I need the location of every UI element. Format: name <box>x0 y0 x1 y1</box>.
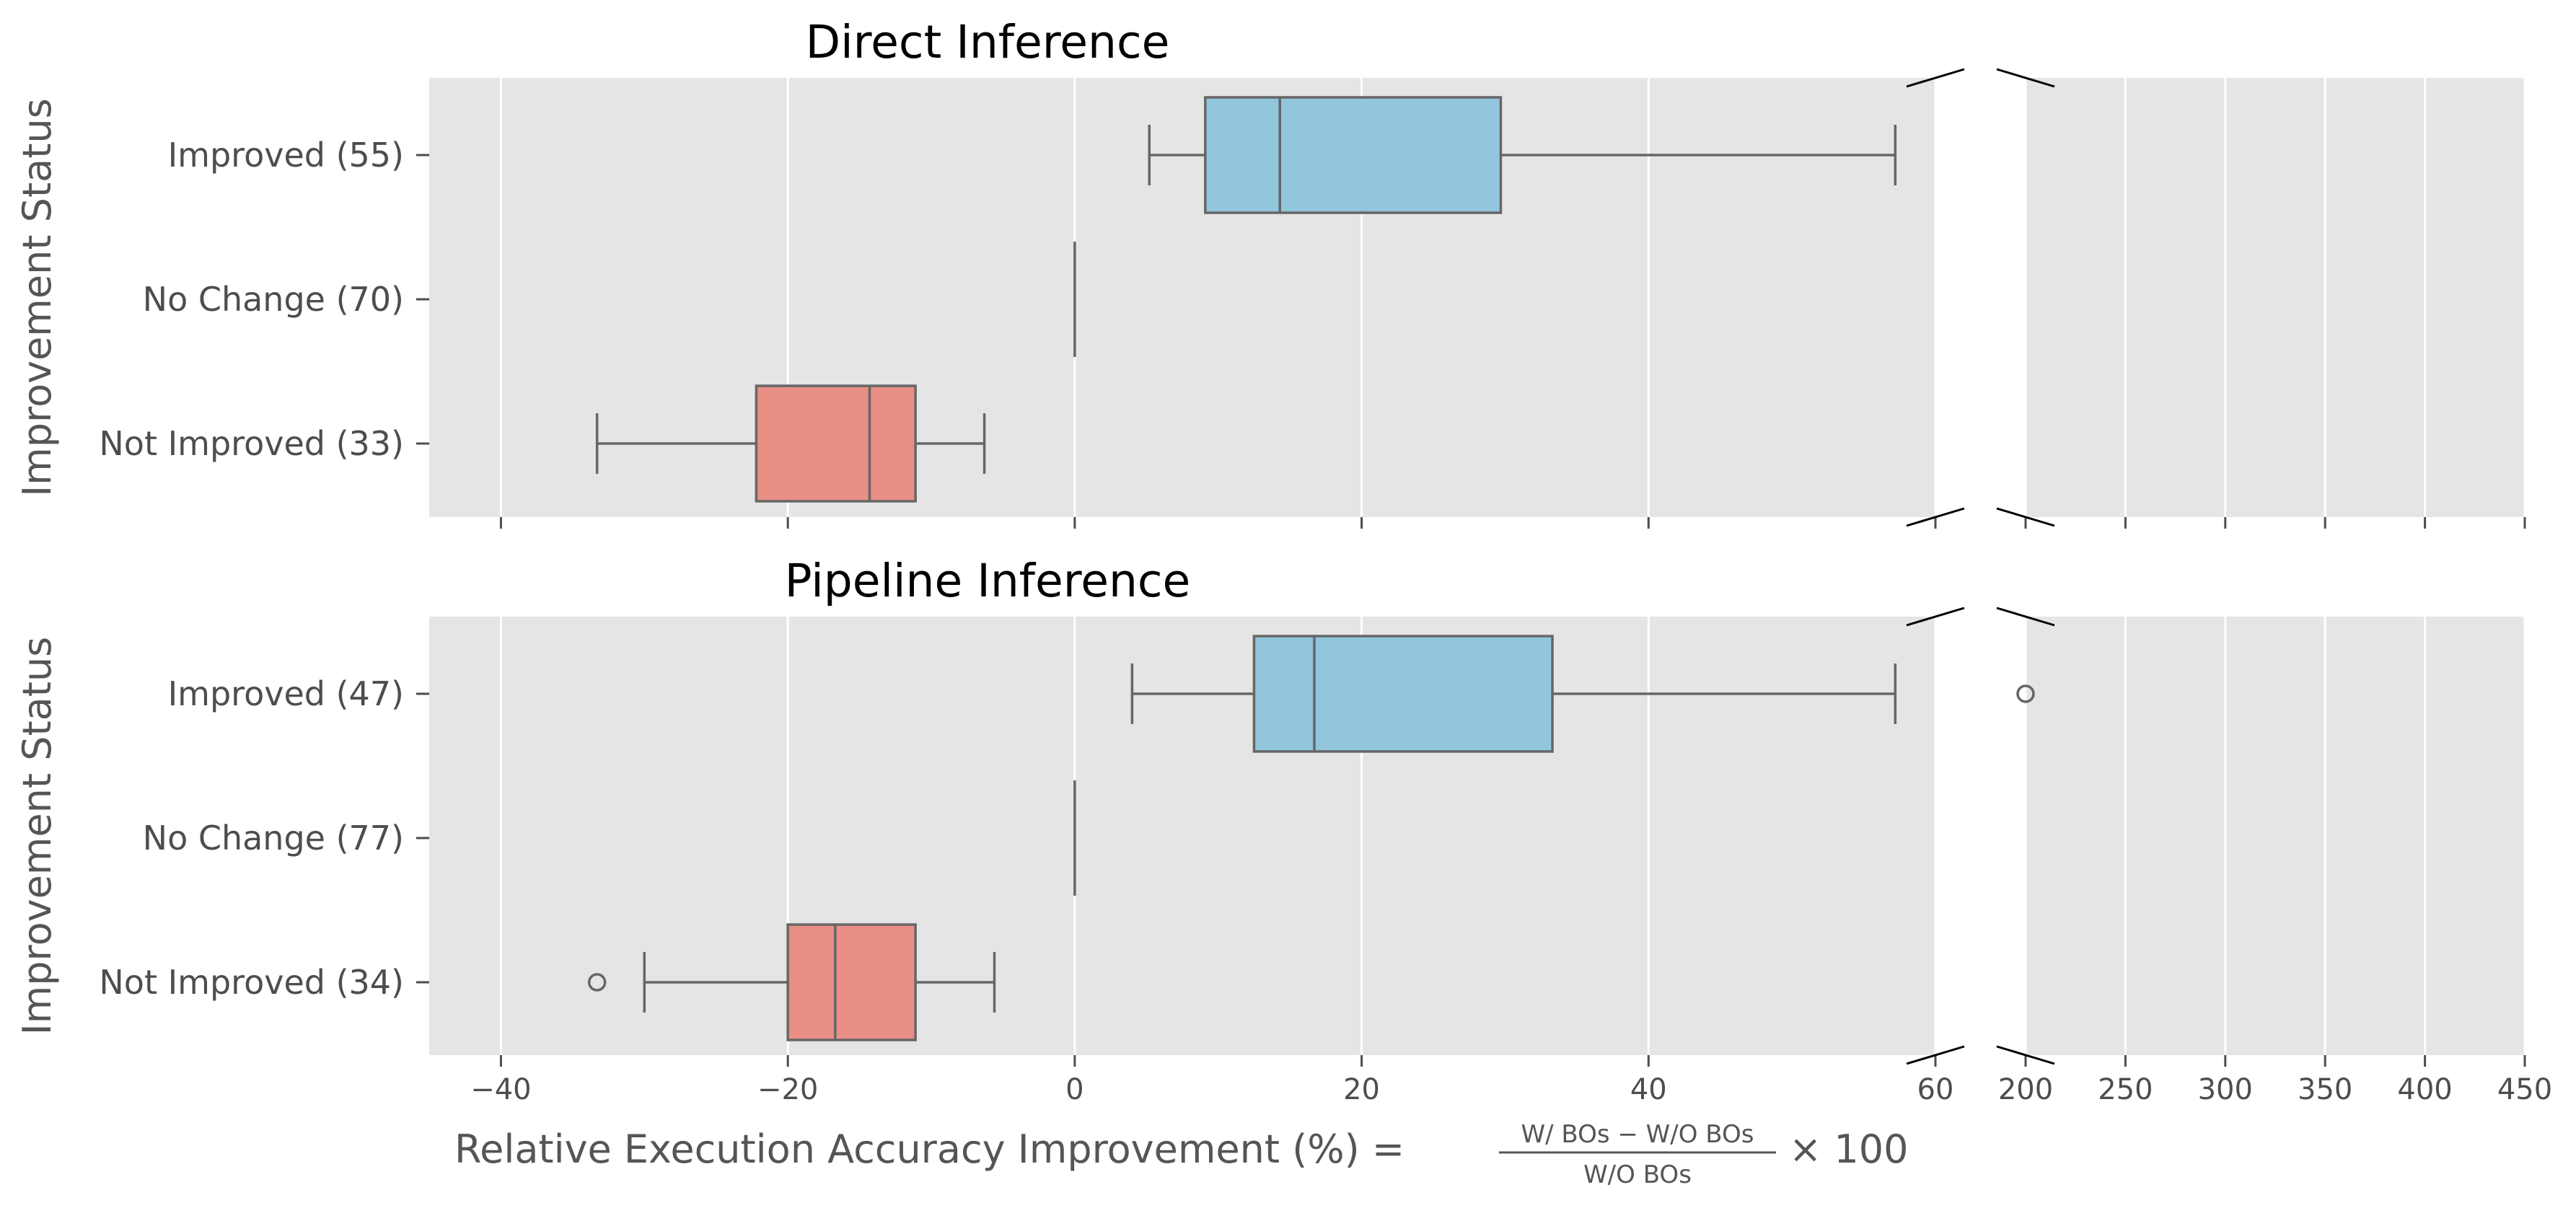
y-axis-label: Improvement Status <box>14 637 60 1036</box>
box-iqr <box>1252 635 1554 753</box>
x-axis-label: Relative Execution Accuracy Improvement … <box>454 1127 1405 1172</box>
axis-break-mark <box>1996 607 2055 627</box>
axis-break-mark <box>1906 607 1965 627</box>
axis-break-mark <box>1906 68 1965 88</box>
panel-direct-inference: Direct Inference Improvement Status Improv… <box>14 16 2526 529</box>
x-axis-label-numerator: W/ BOs − W/O BOs <box>1521 1120 1754 1149</box>
x-axis-bottom: −40 −20 0 20 40 60 200 250 300 350 400 450 <box>470 1073 2552 1106</box>
category-label: Not Improved (34) <box>99 963 404 1002</box>
box-iqr <box>1204 96 1503 214</box>
x-tick-label: 400 <box>2397 1073 2452 1106</box>
x-tick-label: 40 <box>1630 1073 1667 1106</box>
x-tick-label: −40 <box>470 1073 531 1106</box>
box-improved <box>1148 96 1897 214</box>
x-axis-label-suffix: × 100 <box>1789 1127 1908 1172</box>
x-tick-label: 200 <box>1998 1073 2053 1106</box>
panel-title: Pipeline Inference <box>785 555 1191 607</box>
plot-background-right <box>2026 617 2525 1055</box>
outlier-point <box>587 973 607 992</box>
axis-break-mark <box>1996 68 2055 88</box>
panel-pipeline-inference: Pipeline Inference Improvement Status Impr… <box>14 555 2526 1067</box>
plot-background-right <box>2026 78 2525 517</box>
category-label: No Change (70) <box>143 280 404 319</box>
box-improved <box>1130 635 2035 753</box>
box-iqr <box>755 384 917 503</box>
x-tick-label: 20 <box>1343 1073 1380 1106</box>
x-tick-label: −20 <box>757 1073 818 1106</box>
x-axis-label-prefix: Relative Execution Accuracy Improvement … <box>454 1127 1405 1172</box>
category-label: Not Improved (33) <box>99 424 404 463</box>
x-tick-label: 300 <box>2198 1073 2253 1106</box>
box-not-improved <box>587 923 996 1041</box>
x-tick-label: 250 <box>2098 1073 2153 1106</box>
axis-break-mark <box>1996 1045 2055 1065</box>
y-axis-label: Improvement Status <box>14 98 60 497</box>
x-tick-label: 450 <box>2497 1073 2552 1106</box>
x-tick-label: 60 <box>1917 1073 1954 1106</box>
category-label: Improved (55) <box>168 136 404 175</box>
axis-break-mark <box>1906 1045 1965 1065</box>
plot-background-left <box>429 617 1935 1055</box>
outlier-point <box>2016 684 2035 703</box>
category-label: No Change (77) <box>143 819 404 857</box>
x-tick-label: 0 <box>1065 1073 1083 1106</box>
axis-break-mark <box>1996 507 2055 527</box>
box-not-improved <box>595 384 986 503</box>
box-iqr <box>786 923 917 1041</box>
axis-break-mark <box>1906 507 1965 527</box>
x-axis-label-denominator: W/O BOs <box>1583 1160 1692 1189</box>
panel-title: Direct Inference <box>806 16 1170 69</box>
plot-background-left <box>429 78 1935 517</box>
category-label: Improved (47) <box>168 674 404 713</box>
x-tick-label: 350 <box>2298 1073 2352 1106</box>
